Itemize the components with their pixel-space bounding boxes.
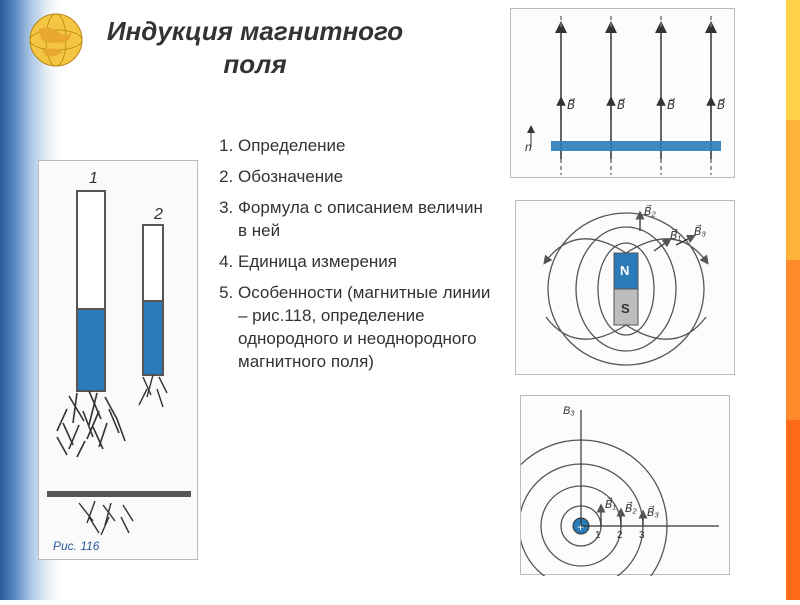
figure-wire-field: + B⃗₁ B⃗₂ B⃗₃ B₃ 1 2 3	[520, 395, 730, 575]
shavings-cluster-large	[57, 391, 125, 457]
list-item: Формула с описанием величин в ней	[238, 197, 495, 243]
figure-magnets-shavings: 1 2	[38, 160, 198, 560]
list-item: Особенности (магнитные линии – рис.118, …	[238, 282, 495, 374]
figure-caption: Рис. 116	[53, 539, 99, 553]
svg-text:3: 3	[639, 530, 645, 541]
svg-text:B⃗₂: B⃗₂	[625, 501, 638, 515]
page-title: Индукция магнитного поля	[100, 15, 410, 80]
svg-text:B⃗₂: B⃗₂	[644, 204, 657, 218]
list-item: Обозначение	[238, 166, 495, 189]
svg-text:B⃗₁: B⃗₁	[605, 497, 617, 511]
svg-text:S: S	[621, 301, 630, 316]
svg-text:B⃗: B⃗	[617, 98, 625, 112]
svg-text:B⃗₃: B⃗₃	[647, 505, 660, 519]
svg-text:B⃗₁: B⃗₁	[670, 228, 682, 242]
right-stripe	[786, 0, 800, 600]
svg-text:N: N	[620, 263, 629, 278]
figure-bar-magnet-field: N S B⃗₁ B⃗₂ B⃗₃	[515, 200, 735, 375]
svg-text:1: 1	[595, 530, 601, 541]
bar2-label: 2	[153, 206, 163, 223]
outline-list: Определение Обозначение Формула с описан…	[210, 135, 495, 381]
shavings-cluster-small	[139, 375, 167, 407]
bar1-label: 1	[89, 170, 98, 187]
globe-icon	[28, 12, 84, 68]
svg-text:B⃗₃: B⃗₃	[694, 224, 707, 238]
svg-text:B⃗: B⃗	[667, 98, 675, 112]
svg-text:2: 2	[617, 530, 623, 541]
shavings-ground	[79, 501, 133, 535]
list-item: Определение	[238, 135, 495, 158]
svg-text:B₃: B₃	[563, 405, 575, 417]
figure-uniform-field: B⃗B⃗ B⃗B⃗ n	[510, 8, 735, 178]
svg-text:B⃗: B⃗	[717, 98, 725, 112]
list-item: Единица измерения	[238, 251, 495, 274]
svg-text:B⃗: B⃗	[567, 98, 575, 112]
